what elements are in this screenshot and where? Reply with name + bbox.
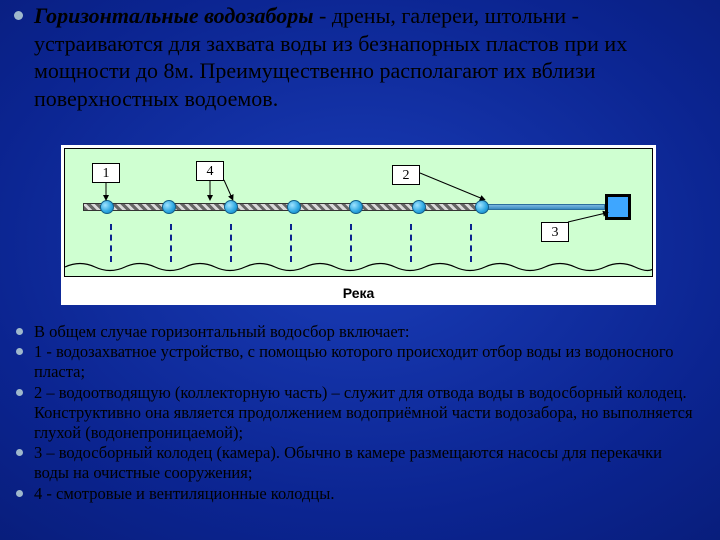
leader-arrows xyxy=(65,149,652,276)
inflow-arrow xyxy=(470,224,472,262)
bullet-icon xyxy=(16,348,23,355)
title-paragraph: Горизонтальные водозаборы - дрены, галер… xyxy=(34,2,694,112)
river-label: Река xyxy=(61,285,656,301)
inflow-arrow xyxy=(350,224,352,262)
list-item: 3 – водосборный колодец (камера). Обычно… xyxy=(34,443,694,483)
river-wave xyxy=(65,258,652,276)
list-item: 2 – водоотводящую (коллекторную часть) –… xyxy=(34,383,694,443)
inflow-arrow xyxy=(230,224,232,262)
bullet-icon xyxy=(16,490,23,497)
diagram-field: 1 4 2 3 xyxy=(64,148,653,277)
bullet-icon xyxy=(16,389,23,396)
inflow-arrow xyxy=(170,224,172,262)
diagram-container: 1 4 2 3 Река xyxy=(61,145,656,305)
title-bold: Горизонтальные водозаборы xyxy=(34,3,314,28)
list-item: В общем случае горизонтальный водосбор в… xyxy=(34,322,694,342)
inflow-arrow xyxy=(410,224,412,262)
bullet-icon xyxy=(16,449,23,456)
list-item: 4 - смотровые и вентиляционные колодцы. xyxy=(34,484,694,504)
bullet-icon xyxy=(16,328,23,335)
list-item: 1 - водозахватное устройство, с помощью … xyxy=(34,342,694,382)
inflow-arrow xyxy=(110,224,112,262)
inflow-arrow xyxy=(290,224,292,262)
bullet-icon xyxy=(14,11,23,20)
